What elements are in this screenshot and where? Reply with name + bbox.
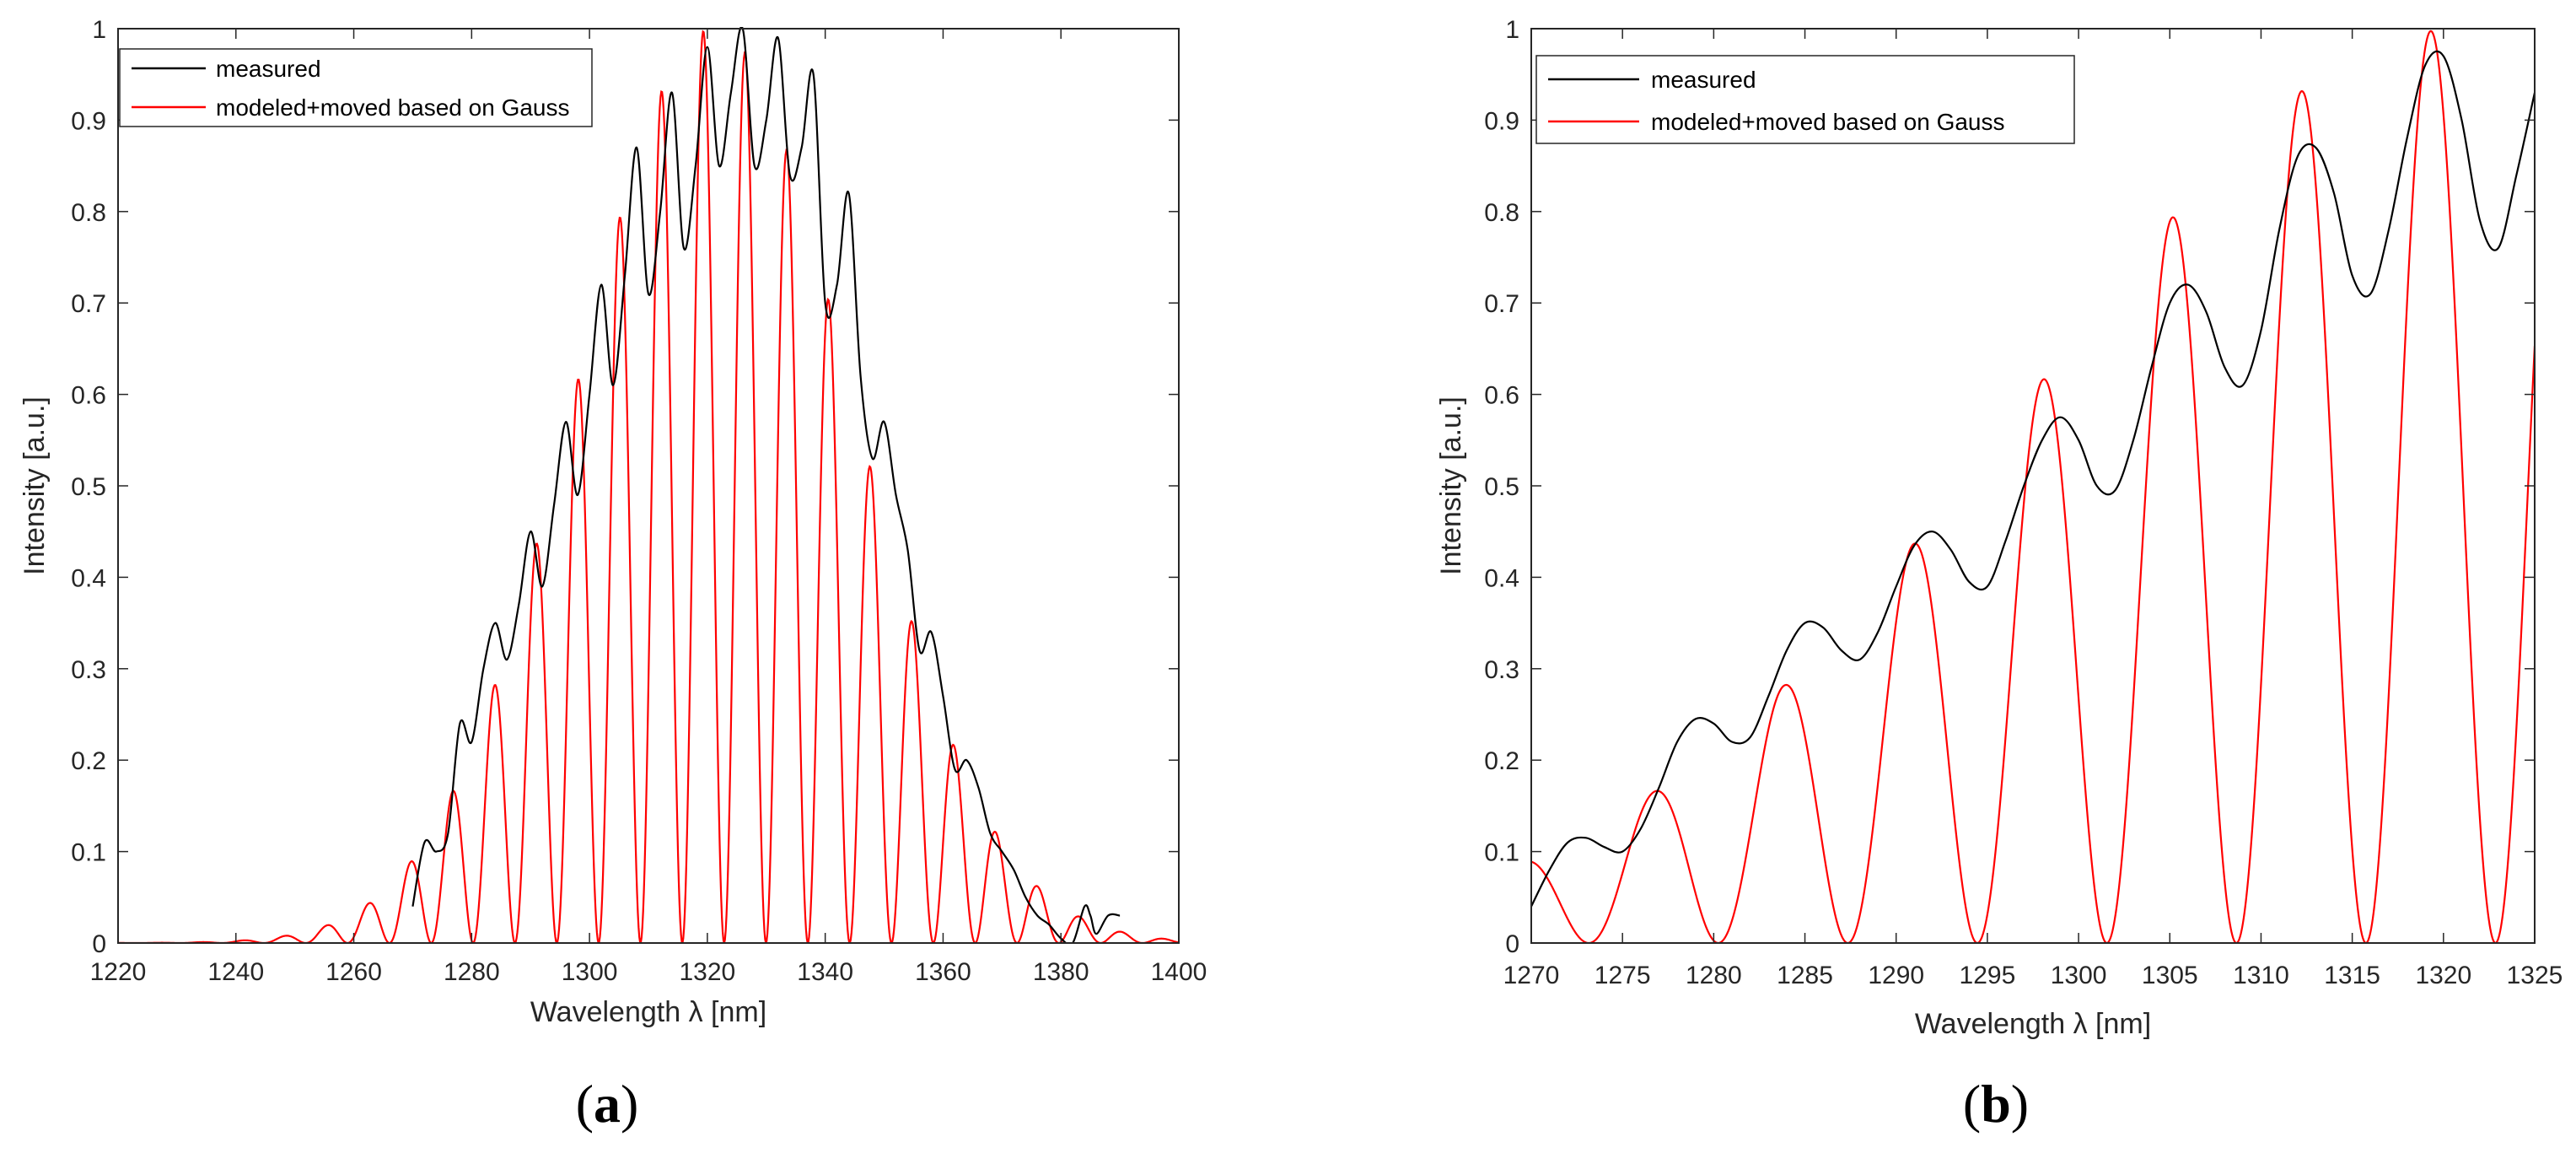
chart-b-y-tick-label: 1 [1505,16,1519,44]
chart-a-legend-label-modeled: modeled+moved based on Gauss [216,94,570,121]
chart-a-y-tick-label: 0.1 [71,839,106,867]
chart-a-x-tick-label: 1400 [1151,958,1207,986]
chart-b-x-tick-label: 1320 [2415,962,2471,989]
chart-b-y-tick-label: 0.2 [1484,747,1519,775]
chart-a-series-modeled [118,30,1179,943]
chart-a-x-tick-label: 1280 [444,958,500,986]
chart-b-x-tick-label: 1310 [2233,962,2289,989]
chart-b-plot-area [1531,29,2535,943]
chart-a-x-tick-label: 1380 [1033,958,1089,986]
chart-a-series-measured [411,27,1121,943]
chart-a-x-tick-label: 1360 [915,958,971,986]
chart-b: 1270 1275 1280 1285 1290 1295 1300 1305 1310 1315… [1435,16,2563,1134]
chart-b-x-tick-label: 1270 [1503,962,1560,989]
chart-b-panel-letter: b [1981,1074,2011,1134]
chart-a-x-tick-label: 1220 [90,958,147,986]
chart-a-x-tick-label: 1320 [680,958,736,986]
chart-a-y-tick-label: 0.9 [71,107,106,135]
chart-a-legend-box [119,48,593,127]
chart-b-y-tick-label: 0.5 [1484,473,1519,501]
chart-b-panel-label: (b) [1963,1074,2029,1134]
chart-a-panel-letter: a [594,1074,621,1134]
chart-a-x-tick-label: 1240 [207,958,264,986]
chart-b-x-tick-label: 1295 [1960,962,2016,989]
chart-a-tick-labels: 1220 1240 1260 1280 1300 1320 1340 1360 1380 1400… [71,16,1207,986]
chart-a-plot-area [118,29,1179,943]
chart-b-y-tick-label: 0.1 [1484,839,1519,867]
chart-a-y-tick-label: 1 [92,16,106,44]
chart-b-series-modeled [1531,30,2535,943]
chart-b-series-measured [1531,50,2535,908]
chart-a-x-tick-label: 1260 [325,958,382,986]
chart-b-legend-box [1535,55,2075,144]
chart-a-y-label: Intensity [a.u.] [19,396,51,575]
chart-a-y-tick-label: 0.3 [71,656,106,684]
chart-b-legend-label-modeled: modeled+moved based on Gauss [1651,109,2005,135]
chart-b-x-tick-label: 1280 [1686,962,1742,989]
chart-b-x-tick-label: 1325 [2507,962,2563,989]
chart-a-x-tick-label: 1300 [562,958,618,986]
chart-a-legend: measured modeled+moved based on Gauss [119,48,593,127]
chart-b-ticks [1530,28,2536,944]
chart-b-y-tick-label: 0.3 [1484,656,1519,684]
chart-a-y-tick-label: 0 [92,930,106,958]
chart-b-x-tick-label: 1305 [2142,962,2198,989]
chart-a-panel-label: (a) [576,1074,639,1134]
chart-b-y-label: Intensity [a.u.] [1435,396,1467,575]
chart-b-x-tick-label: 1315 [2324,962,2380,989]
chart-b-x-tick-label: 1285 [1777,962,1833,989]
chart-b-y-tick-label: 0.9 [1484,107,1519,135]
chart-b-y-tick-label: 0.7 [1484,290,1519,318]
chart-a-y-tick-label: 0.5 [71,473,106,501]
chart-b-x-tick-label: 1290 [1868,962,1924,989]
chart-b-x-tick-label: 1300 [2051,962,2107,989]
chart-b-y-tick-label: 0.6 [1484,382,1519,410]
chart-b-legend: measured modeled+moved based on Gauss [1535,55,2075,144]
chart-a-x-label: Wavelength λ [nm] [530,996,766,1028]
chart-a-x-tick-label: 1340 [797,958,853,986]
chart-b-y-tick-label: 0.8 [1484,199,1519,227]
chart-a: 1220 1240 1260 1280 1300 1320 1340 1360 1380 1400… [19,16,1207,1134]
chart-a-y-tick-label: 0.2 [71,747,106,775]
chart-a-legend-label-measured: measured [216,56,321,82]
chart-b-y-tick-label: 0 [1505,930,1519,958]
chart-a-y-tick-label: 0.4 [71,564,106,592]
chart-b-x-tick-label: 1275 [1595,962,1651,989]
chart-b-curves [1531,28,2535,943]
chart-b-tick-labels: 1270 1275 1280 1285 1290 1295 1300 1305 1310 1315… [1484,16,2563,989]
chart-a-y-tick-label: 0.8 [71,199,106,227]
chart-a-y-tick-label: 0.6 [71,382,106,410]
chart-b-y-tick-label: 0.4 [1484,564,1519,592]
chart-b-legend-label-measured: measured [1651,67,1756,93]
chart-b-x-label: Wavelength λ [nm] [1915,1008,2151,1040]
chart-a-y-tick-label: 0.7 [71,290,106,318]
